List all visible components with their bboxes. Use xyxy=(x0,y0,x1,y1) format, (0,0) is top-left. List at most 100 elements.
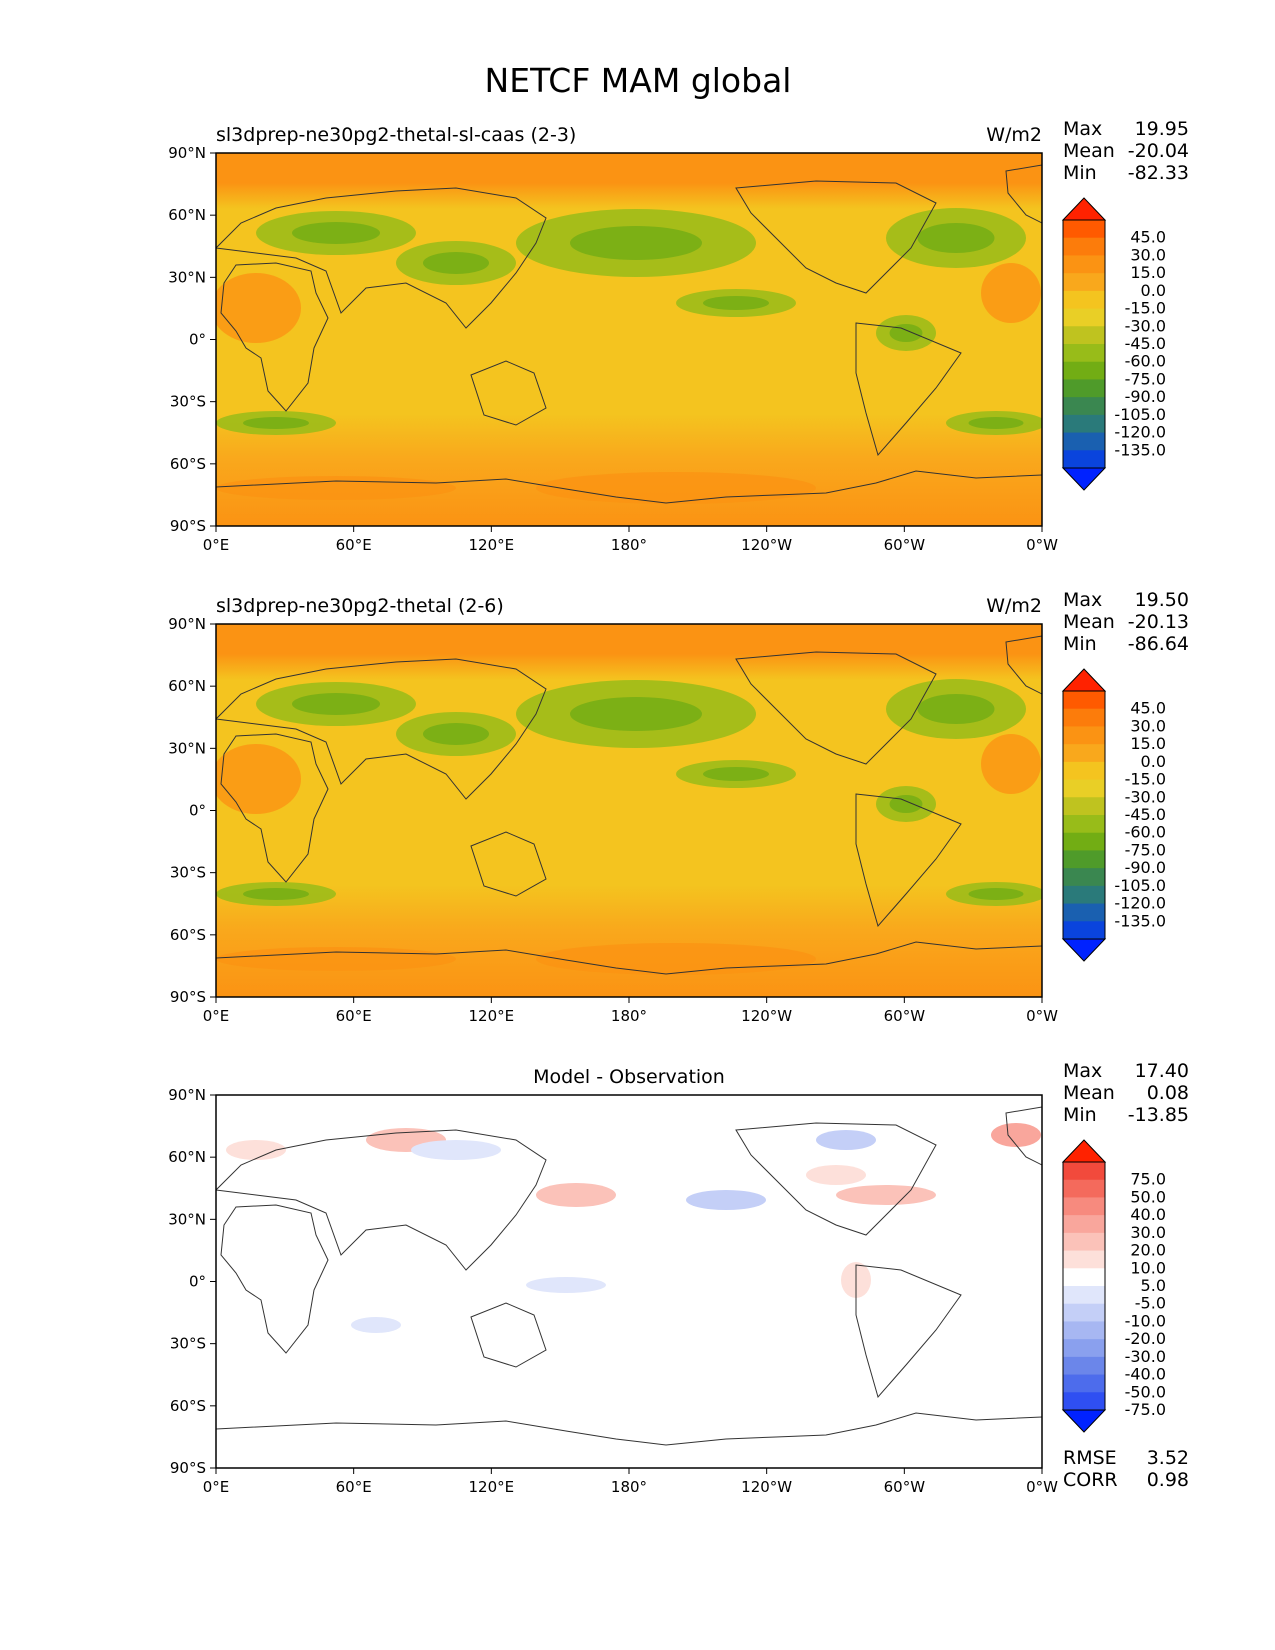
colorbar-label: 45.0 xyxy=(1130,699,1166,718)
colorbar: 75.050.040.030.020.010.05.0-5.0-10.0-20.… xyxy=(1061,1139,1166,1433)
colorbar-label: 30.0 xyxy=(1130,245,1166,264)
lon-tick-label: 0°E xyxy=(203,1007,230,1025)
lat-tick-label: 0° xyxy=(189,1273,206,1291)
lat-tick-label: 60°N xyxy=(168,1148,206,1166)
colorbar-label: -75.0 xyxy=(1125,840,1166,859)
colorbar-label: -30.0 xyxy=(1125,1347,1166,1366)
panel-2: sl3dprep-ne30pg2-thetal (2-6) W/m2 90°N 60°… xyxy=(168,589,1189,1025)
stat-label: Max xyxy=(1063,1060,1102,1082)
lat-tick-label: 90°S xyxy=(170,1459,206,1477)
map xyxy=(215,152,1043,527)
colorbar-label: -135.0 xyxy=(1114,440,1166,459)
lon-tick-label: 60°W xyxy=(884,536,926,554)
lat-tick-label: 90°S xyxy=(170,988,206,1006)
map xyxy=(215,623,1043,998)
colorbar-label: -75.0 xyxy=(1125,1400,1166,1419)
lat-tick-label: 30°N xyxy=(168,1210,206,1228)
lat-tick-label: 90°N xyxy=(168,615,206,633)
stat-value: -20.13 xyxy=(1128,611,1189,633)
lat-tick-label: 0° xyxy=(189,331,206,349)
lat-tick-label: 90°S xyxy=(170,517,206,535)
lat-tick-label: 30°S xyxy=(170,864,206,882)
lon-tick-label: 180° xyxy=(611,1478,647,1496)
lon-tick-label: 180° xyxy=(611,536,647,554)
colorbar: 45.030.015.00.0-15.0-30.0-45.0-60.0-75.0… xyxy=(1061,197,1166,491)
colorbar-label: 0.0 xyxy=(1141,281,1166,300)
colorbar-label: 0.0 xyxy=(1141,752,1166,771)
lat-tick-label: 60°S xyxy=(170,926,206,944)
stat-value: 19.50 xyxy=(1135,589,1189,611)
panel-title: sl3dprep-ne30pg2-thetal-sl-caas (2-3) xyxy=(216,124,576,146)
lat-tick-label: 30°S xyxy=(170,1335,206,1353)
lon-tick-label: 60°W xyxy=(884,1007,926,1025)
lon-tick-label: 120°W xyxy=(741,1007,792,1025)
stat-label: Mean xyxy=(1063,140,1115,162)
lat-tick-label: 60°S xyxy=(170,455,206,473)
lat-tick-label: 0° xyxy=(189,802,206,820)
panel-units: W/m2 xyxy=(986,595,1042,617)
lat-tick-label: 30°N xyxy=(168,268,206,286)
colorbar-label: 50.0 xyxy=(1130,1187,1166,1206)
lon-tick-label: 0°W xyxy=(1026,1007,1058,1025)
colorbar-label: -30.0 xyxy=(1125,316,1166,335)
stat-value: 0.98 xyxy=(1147,1469,1189,1491)
lat-tick-label: 60°S xyxy=(170,1397,206,1415)
colorbar-label: 10.0 xyxy=(1130,1258,1166,1277)
colorbar-label: -5.0 xyxy=(1135,1294,1166,1313)
lat-tick-label: 30°N xyxy=(168,739,206,757)
colorbar-label: -40.0 xyxy=(1125,1365,1166,1384)
stat-label: Mean xyxy=(1063,1082,1115,1104)
colorbar-label: -45.0 xyxy=(1125,805,1166,824)
colorbar-label: 40.0 xyxy=(1130,1205,1166,1224)
colorbar-label: -90.0 xyxy=(1125,858,1166,877)
colorbar-label: -15.0 xyxy=(1125,299,1166,318)
lon-tick-label: 0°E xyxy=(203,1478,230,1496)
stat-value: -86.64 xyxy=(1128,633,1189,655)
lat-tick-label: 30°S xyxy=(170,393,206,411)
panel-3: Model - Observation 90°N 60°N 30°N 0° 30°S 60°… xyxy=(168,1060,1189,1496)
stat-label: Mean xyxy=(1063,611,1115,633)
figure-title: NETCF MAM global xyxy=(485,61,792,100)
colorbar-label: -90.0 xyxy=(1125,387,1166,406)
colorbar-label: -120.0 xyxy=(1114,423,1166,442)
colorbar-label: -20.0 xyxy=(1125,1329,1166,1348)
panel-title: Model - Observation xyxy=(533,1066,725,1088)
stat-value: 0.08 xyxy=(1147,1082,1189,1104)
panel-1: sl3dprep-ne30pg2-thetal-sl-caas (2-3) W/m… xyxy=(168,118,1189,554)
panel-units: W/m2 xyxy=(986,124,1042,146)
colorbar-label: 45.0 xyxy=(1130,228,1166,247)
stat-label: RMSE xyxy=(1063,1447,1117,1469)
lon-tick-label: 120°E xyxy=(469,1007,515,1025)
lat-tick-label: 60°N xyxy=(168,206,206,224)
lon-tick-label: 60°E xyxy=(336,1007,372,1025)
lat-tick-label: 90°N xyxy=(168,1086,206,1104)
stat-value: -13.85 xyxy=(1128,1104,1189,1126)
panel-title: sl3dprep-ne30pg2-thetal (2-6) xyxy=(216,595,504,617)
stat-label: Min xyxy=(1063,162,1097,184)
colorbar-label: 20.0 xyxy=(1130,1241,1166,1260)
colorbar-label: 75.0 xyxy=(1130,1170,1166,1189)
lon-tick-label: 60°E xyxy=(336,1478,372,1496)
colorbar-label: 15.0 xyxy=(1130,263,1166,282)
lon-tick-label: 120°E xyxy=(469,536,515,554)
stat-value: 19.95 xyxy=(1135,118,1189,140)
colorbar-label: -30.0 xyxy=(1125,787,1166,806)
lon-tick-label: 0°W xyxy=(1026,1478,1058,1496)
colorbar-label: -135.0 xyxy=(1114,911,1166,930)
lat-tick-label: 90°N xyxy=(168,144,206,162)
stat-label: Max xyxy=(1063,589,1102,611)
colorbar-label: 30.0 xyxy=(1130,1223,1166,1242)
colorbar-label: -45.0 xyxy=(1125,334,1166,353)
lon-tick-label: 120°W xyxy=(741,536,792,554)
lon-tick-label: 120°W xyxy=(741,1478,792,1496)
colorbar-label: -60.0 xyxy=(1125,352,1166,371)
stat-label: CORR xyxy=(1063,1469,1118,1491)
lon-tick-label: 120°E xyxy=(469,1478,515,1496)
colorbar-label: -15.0 xyxy=(1125,770,1166,789)
map xyxy=(215,1094,1043,1469)
stat-value: 17.40 xyxy=(1135,1060,1189,1082)
colorbar: 45.030.015.00.0-15.0-30.0-45.0-60.0-75.0… xyxy=(1061,668,1166,962)
colorbar-label: -105.0 xyxy=(1114,405,1166,424)
lon-tick-label: 0°E xyxy=(203,536,230,554)
